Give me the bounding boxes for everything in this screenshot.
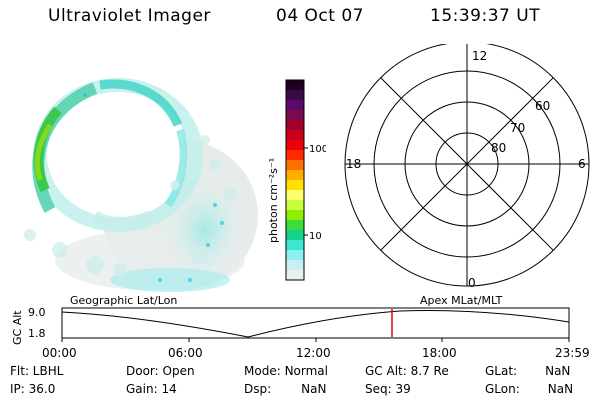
colorbar-cell [286,90,304,101]
status-gc-alt: GC Alt: 8.7 Re [365,364,449,378]
colorbar-cell [286,230,304,241]
timeline-left-label: Geographic Lat/Lon [70,294,178,307]
lat-label-80: 80 [491,141,506,155]
lat-label-60: 60 [535,99,550,113]
mlt-label-12: 12 [472,49,487,63]
colorbar-tick-100: 100 [309,144,326,155]
status-dsp: Dsp: NaN [244,382,327,396]
timeline-y-title: GC Alt [11,310,24,345]
colorbar-cell [286,190,304,201]
colorbar-cell [286,240,304,251]
status-glat: GLat: NaN [485,364,571,378]
mlt-diagonal-2 [380,77,554,251]
colorbar-cell [286,150,304,161]
instrument-title: Ultraviolet Imager [48,6,211,26]
auroral-image [24,78,258,292]
timeline-y-tick-min: 1.8 [28,327,46,340]
polar-grid: 12 18 6 0 60 70 80 [344,44,590,290]
status-ip: IP: 36.0 [10,382,56,396]
status-glon: GLon: NaN [485,382,574,396]
colorbar: 100 10 photon cm⁻²s⁻¹ [267,79,326,281]
status-seq: Seq: 39 [365,382,411,396]
colorbar-cell [286,250,304,261]
status-door: Door: Open [126,364,195,378]
colorbar-cell [286,200,304,211]
colorbar-cell [286,180,304,191]
timeline-plot: GC Alt 9.0 1.8 [11,306,570,345]
lat-label-70: 70 [510,121,525,135]
colorbar-cell [286,270,304,281]
status-filter: Flt: LBHL [10,364,64,378]
colorbar-cell [286,210,304,221]
colorbar-cell [286,110,304,121]
mlt-label-18: 18 [346,157,361,171]
colorbar-cell [286,170,304,181]
colorbar-cell [286,100,304,111]
timeline-right-label: Apex MLat/MLT [420,294,503,307]
colorbar-cell [286,120,304,131]
colorbar-cell [286,80,304,91]
status-mode: Mode: Normal [244,364,328,378]
colorbar-cell [286,140,304,151]
status-gain: Gain: 14 [126,382,177,396]
timeline-x-tick-1800: 18:00 [422,346,457,360]
timeline-x-tick-0600: 06:00 [168,346,203,360]
time-label: 15:39:37 UT [430,6,541,26]
colorbar-cell [286,160,304,171]
colorbar-unit-label: photon cm⁻²s⁻¹ [267,158,280,243]
timeline-x-tick-1200: 12:00 [296,346,331,360]
timeline-y-tick-max: 9.0 [28,306,46,319]
altitude-curve [61,309,570,338]
colorbar-cell [286,220,304,231]
timeline-x-tick-2359: 23:59 [555,346,590,360]
timeline-frame [61,307,570,339]
colorbar-cell [286,260,304,271]
mlt-label-0: 0 [468,276,476,290]
colorbar-tick-10: 10 [309,231,322,242]
date-label: 04 Oct 07 [276,6,364,26]
mlt-label-6: 6 [578,157,586,171]
timeline-x-tick-0000: 00:00 [42,346,77,360]
colorbar-cell [286,130,304,141]
